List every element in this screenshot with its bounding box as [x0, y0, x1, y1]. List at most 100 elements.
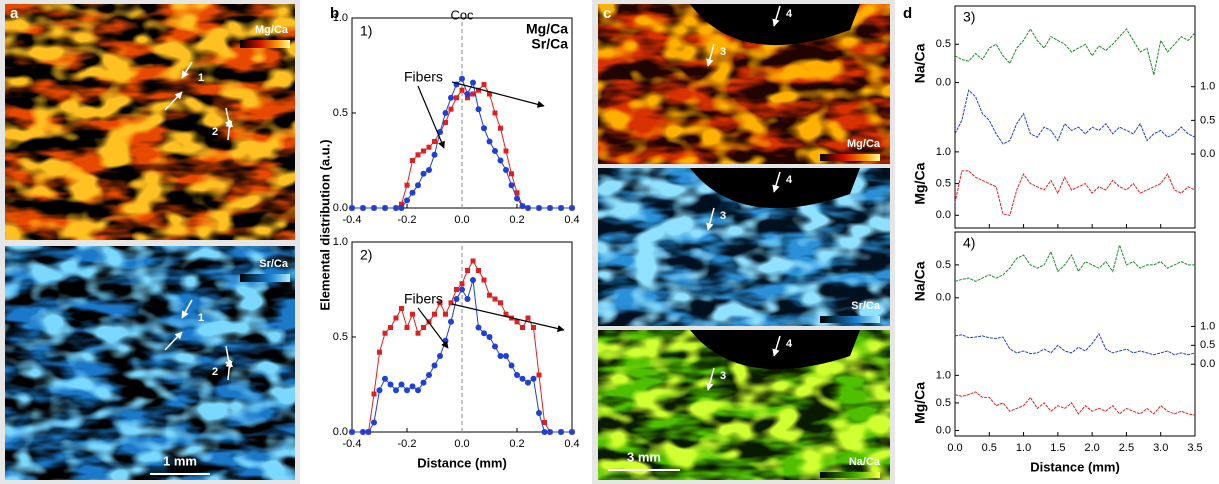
point [393, 387, 399, 394]
y-tick-label: 1.0 [936, 146, 951, 158]
point [492, 148, 498, 154]
point [541, 429, 548, 435]
y-tick-label: 1.0 [1200, 320, 1215, 332]
y-tick-label: 0.5 [333, 107, 348, 119]
y-tick-label: 0.0 [333, 202, 348, 214]
y-tick-label: 0.5 [936, 178, 951, 190]
point [443, 311, 448, 317]
point [519, 375, 526, 382]
point [492, 110, 498, 116]
point [542, 420, 547, 425]
x-tick-label: 3.5 [1187, 442, 1202, 454]
x-tick-label: 0.0 [947, 442, 962, 454]
point [432, 139, 437, 144]
point [464, 91, 471, 97]
point [459, 286, 465, 293]
point [432, 311, 437, 317]
point [448, 318, 454, 325]
map-label: Na/Ca [849, 456, 881, 468]
axis-series-label: Na/Ca [912, 261, 928, 301]
point [459, 75, 465, 82]
x-tick-label: 0.2 [509, 438, 524, 450]
point [404, 182, 410, 188]
point [404, 387, 410, 394]
reference-label: Coc [450, 7, 474, 22]
point [421, 148, 426, 154]
series-line [954, 89, 1196, 145]
point [393, 315, 399, 321]
x-tick-label: 2.5 [1119, 442, 1134, 454]
image-sr-a: Sr/Ca 1 2 1 mm [5, 246, 295, 480]
point [465, 95, 470, 101]
panel-label: 4) [963, 235, 975, 251]
point [508, 362, 515, 369]
point [426, 144, 432, 150]
axis-series-label: Mg/Ca [912, 382, 928, 424]
point [481, 125, 487, 132]
image-markers-c: 3 4 3 4 3 4 [706, 5, 793, 391]
point [360, 205, 366, 211]
point [497, 157, 504, 164]
y-tick-label: 0.0 [936, 292, 951, 304]
point [448, 300, 454, 306]
series-line [954, 333, 1196, 356]
x-axis-label: Distance (mm) [1030, 459, 1120, 474]
point [410, 158, 415, 163]
annotation-arrow [417, 307, 449, 349]
point [520, 325, 525, 330]
map-label: Sr/Ca [259, 258, 289, 270]
point [525, 315, 531, 321]
x-tick-label: -0.4 [343, 214, 362, 226]
point [421, 325, 426, 330]
series-line [954, 170, 1196, 216]
point [476, 268, 481, 273]
marker-label: 2 [212, 366, 218, 378]
map-label: Mg/Ca [847, 138, 881, 150]
point [514, 195, 520, 202]
series-line [954, 391, 1196, 416]
y-tick-label: 0.5 [1200, 114, 1215, 126]
point [360, 429, 366, 435]
image-mg-c: Mg/Ca [598, 4, 890, 164]
point [470, 79, 476, 86]
point [459, 87, 465, 93]
point [465, 268, 470, 273]
point [558, 205, 564, 211]
point [509, 171, 514, 177]
x-tick-label: -0.4 [343, 438, 362, 450]
point [420, 170, 427, 177]
point [481, 277, 487, 283]
point [410, 311, 415, 317]
point [486, 334, 493, 340]
marker-label: 3 [720, 370, 726, 382]
point [453, 296, 460, 302]
x-tick-label: 0.2 [509, 214, 524, 226]
point [503, 148, 509, 154]
point [398, 381, 405, 388]
annotation: Fibers [404, 291, 443, 307]
point [371, 391, 377, 397]
point [569, 429, 575, 435]
point [475, 324, 482, 331]
map-label: Sr/Ca [851, 300, 881, 312]
point [442, 337, 449, 344]
point [486, 138, 493, 145]
panel-label: 1) [360, 23, 372, 39]
point [558, 429, 564, 435]
image-na-c: Na/Ca 3 mm [598, 330, 890, 480]
point [426, 167, 432, 173]
marker-label: 2 [212, 126, 218, 138]
y-tick-label: 0.5 [333, 331, 348, 343]
y-tick-label: 1.0 [936, 369, 951, 381]
panel-label: d [903, 5, 912, 22]
x-tick-label: 2.0 [1084, 442, 1099, 454]
x-tick-label: 0.0 [454, 214, 469, 226]
point [536, 205, 542, 211]
point [569, 205, 575, 211]
point [459, 281, 465, 287]
y-tick-label: 0.0 [1200, 148, 1215, 160]
point [365, 429, 372, 435]
point [514, 372, 520, 378]
axis-series-label: Na/Ca [912, 43, 928, 83]
